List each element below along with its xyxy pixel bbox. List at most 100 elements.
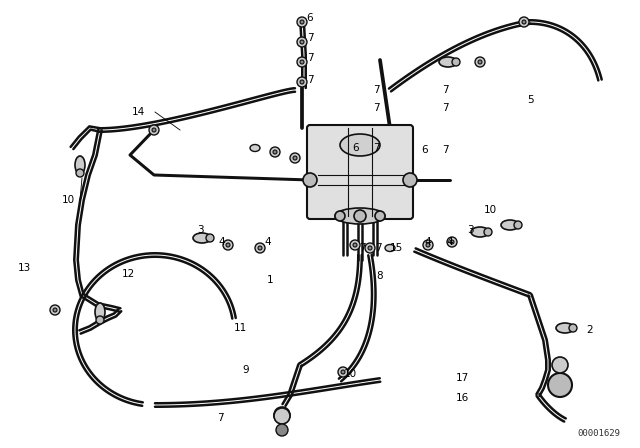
Circle shape: [341, 370, 345, 374]
Text: 3: 3: [467, 225, 474, 235]
Text: 6: 6: [307, 13, 314, 23]
Text: 3: 3: [196, 225, 204, 235]
Text: 7: 7: [372, 103, 380, 113]
Circle shape: [223, 240, 233, 250]
Circle shape: [478, 60, 482, 64]
Ellipse shape: [471, 227, 489, 237]
Circle shape: [290, 153, 300, 163]
Ellipse shape: [340, 134, 380, 156]
Circle shape: [53, 308, 57, 312]
Circle shape: [423, 240, 433, 250]
Ellipse shape: [206, 234, 214, 242]
Circle shape: [297, 57, 307, 67]
Text: 15: 15: [389, 243, 403, 253]
Circle shape: [552, 357, 568, 373]
Circle shape: [274, 408, 290, 424]
Text: 7: 7: [372, 143, 380, 153]
Ellipse shape: [385, 245, 395, 251]
Circle shape: [303, 173, 317, 187]
Circle shape: [293, 156, 297, 160]
Circle shape: [300, 40, 304, 44]
Text: 10: 10: [344, 369, 356, 379]
Circle shape: [475, 57, 485, 67]
Circle shape: [270, 147, 280, 157]
Circle shape: [274, 407, 290, 423]
Text: 6: 6: [422, 145, 428, 155]
Text: 7: 7: [358, 243, 365, 253]
Circle shape: [426, 243, 430, 247]
Circle shape: [258, 246, 262, 250]
Circle shape: [297, 37, 307, 47]
Circle shape: [300, 20, 304, 24]
Circle shape: [149, 125, 159, 135]
Circle shape: [365, 243, 375, 253]
Text: 7: 7: [372, 85, 380, 95]
Circle shape: [548, 373, 572, 397]
Circle shape: [277, 425, 287, 435]
Text: 7: 7: [442, 103, 448, 113]
Text: 9: 9: [243, 365, 250, 375]
Text: 4: 4: [265, 237, 271, 247]
Ellipse shape: [75, 156, 85, 174]
Circle shape: [519, 17, 529, 27]
Text: 7: 7: [442, 85, 448, 95]
Text: 4: 4: [425, 237, 431, 247]
Text: 4: 4: [447, 237, 453, 247]
Circle shape: [300, 80, 304, 84]
Circle shape: [403, 173, 417, 187]
Text: 00001629: 00001629: [577, 429, 620, 438]
Ellipse shape: [484, 228, 492, 236]
Ellipse shape: [569, 324, 577, 332]
Text: 10: 10: [483, 205, 497, 215]
Text: 14: 14: [131, 107, 145, 117]
Text: 13: 13: [17, 263, 31, 273]
Text: 17: 17: [456, 373, 468, 383]
Text: 7: 7: [217, 413, 223, 423]
Text: 7: 7: [307, 33, 314, 43]
Circle shape: [297, 77, 307, 87]
Ellipse shape: [96, 316, 104, 324]
Text: 16: 16: [456, 393, 468, 403]
Circle shape: [273, 150, 277, 154]
Ellipse shape: [514, 221, 522, 229]
Ellipse shape: [76, 169, 84, 177]
Text: 7: 7: [307, 53, 314, 63]
Circle shape: [226, 243, 230, 247]
Ellipse shape: [335, 208, 385, 224]
Text: 6: 6: [353, 143, 359, 153]
Circle shape: [335, 211, 345, 221]
Circle shape: [354, 210, 366, 222]
FancyBboxPatch shape: [307, 125, 413, 219]
Ellipse shape: [452, 58, 460, 66]
Text: 7: 7: [374, 243, 381, 253]
Circle shape: [368, 246, 372, 250]
Text: 1: 1: [267, 275, 273, 285]
Text: 2: 2: [587, 325, 593, 335]
Circle shape: [338, 367, 348, 377]
Text: 10: 10: [61, 195, 75, 205]
Text: 12: 12: [122, 269, 134, 279]
Text: 4: 4: [219, 237, 225, 247]
Circle shape: [375, 211, 385, 221]
Circle shape: [450, 240, 454, 244]
Circle shape: [152, 128, 156, 132]
Circle shape: [350, 240, 360, 250]
Text: 7: 7: [307, 75, 314, 85]
Circle shape: [297, 17, 307, 27]
Ellipse shape: [439, 57, 457, 67]
Circle shape: [50, 305, 60, 315]
Text: 7: 7: [442, 145, 448, 155]
Text: 8: 8: [377, 271, 383, 281]
Circle shape: [447, 237, 457, 247]
Ellipse shape: [501, 220, 519, 230]
Ellipse shape: [250, 145, 260, 151]
Text: 11: 11: [234, 323, 246, 333]
Text: 5: 5: [527, 95, 533, 105]
Ellipse shape: [95, 303, 105, 321]
Circle shape: [522, 20, 526, 24]
Circle shape: [300, 60, 304, 64]
Circle shape: [353, 243, 357, 247]
Circle shape: [255, 243, 265, 253]
Circle shape: [276, 424, 288, 436]
Ellipse shape: [193, 233, 211, 243]
